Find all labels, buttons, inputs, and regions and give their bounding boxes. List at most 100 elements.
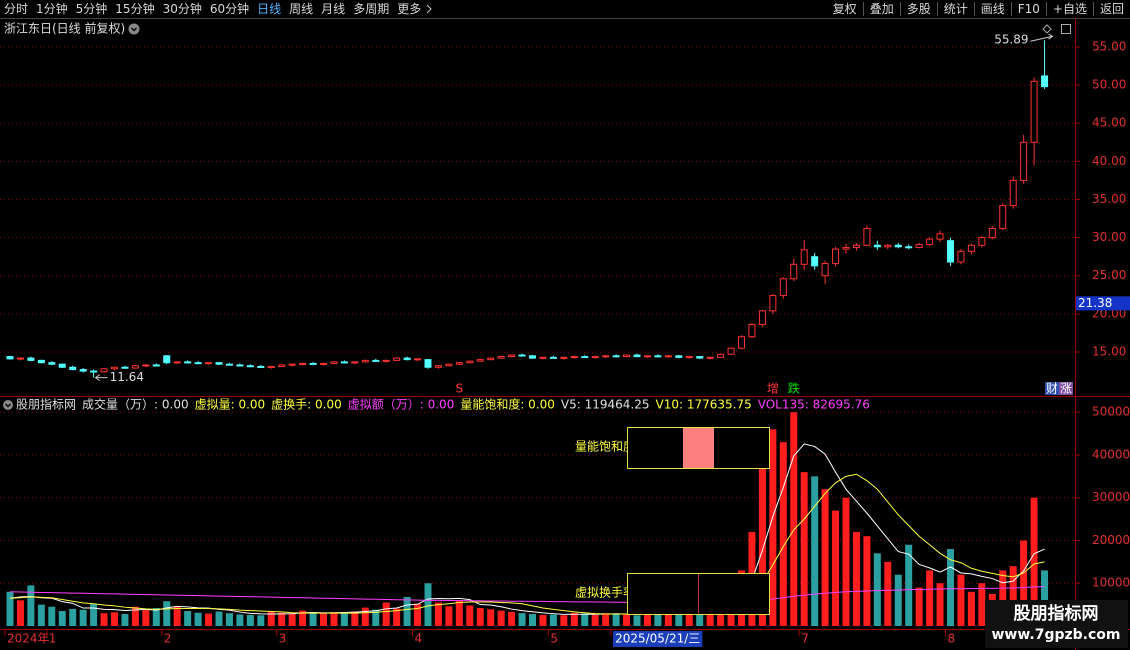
volume-bar xyxy=(999,570,1007,626)
candle-body xyxy=(466,360,474,364)
volume-bar xyxy=(424,583,432,626)
volume-bar xyxy=(236,614,244,626)
candle-body xyxy=(476,359,484,362)
volume-bar xyxy=(131,606,139,626)
period-tab[interactable]: 5分钟 xyxy=(75,2,108,16)
current-price-box xyxy=(1076,296,1130,311)
volume-bar xyxy=(267,611,275,626)
volume-bar xyxy=(382,602,390,626)
volume-bar xyxy=(947,549,954,626)
volume-bar xyxy=(90,603,98,626)
volume-bar xyxy=(320,613,327,626)
candle-body xyxy=(832,248,840,265)
candle-body xyxy=(581,356,589,359)
volume-bar xyxy=(476,608,484,626)
candle-body xyxy=(967,244,975,252)
volume-bar xyxy=(1041,570,1049,626)
volume-bar xyxy=(664,613,672,626)
volume-bar xyxy=(832,510,840,626)
candle-body xyxy=(257,365,265,368)
tool-button[interactable]: 复权 xyxy=(832,2,857,16)
indicator-title: 股朋指标网 xyxy=(16,397,76,412)
tool-button[interactable]: 画线 xyxy=(973,2,1011,16)
volume-bar xyxy=(905,544,913,626)
tool-button[interactable]: +自选 xyxy=(1045,2,1093,16)
period-tab[interactable]: 月线 xyxy=(321,2,346,16)
candle-body xyxy=(246,365,254,368)
period-tab[interactable]: 分时 xyxy=(4,2,29,16)
period-tab[interactable]: 15分钟 xyxy=(115,2,155,16)
watermark-url: www.7gpzb.com xyxy=(991,627,1120,643)
period-tab[interactable]: 日线 xyxy=(257,2,282,16)
candle-body xyxy=(696,356,704,359)
overlay-cell xyxy=(683,428,714,468)
badge: 涨 xyxy=(1060,381,1072,396)
candle-body xyxy=(570,356,578,359)
volume-bar xyxy=(393,608,401,626)
candle-body xyxy=(1030,80,1038,143)
current-price: 21.38 xyxy=(1078,296,1112,310)
y-tick-label: 15.00 xyxy=(1092,344,1126,358)
indicator-menu-icon[interactable] xyxy=(3,400,13,410)
tool-button[interactable]: F10 xyxy=(1010,2,1046,16)
title-menu-icon[interactable] xyxy=(128,23,140,35)
tool-button[interactable]: 叠加 xyxy=(862,2,900,16)
tool-button[interactable]: 统计 xyxy=(936,2,974,16)
volume-bar xyxy=(1030,497,1038,626)
candle-body xyxy=(320,362,327,365)
legend-entry: VOL135: 82695.76 xyxy=(758,398,870,412)
volume-bar xyxy=(508,611,516,626)
candle-body xyxy=(330,361,338,364)
volume-bar xyxy=(27,585,35,626)
candle-body xyxy=(758,310,766,326)
period-tab[interactable]: 多周期 xyxy=(353,2,390,16)
candle-body xyxy=(549,356,557,359)
volume-bar xyxy=(842,497,850,626)
candle-body xyxy=(894,244,902,248)
volume-bar xyxy=(602,613,610,626)
y-tick-label: 10000 xyxy=(1092,576,1130,590)
panel-icon[interactable] xyxy=(1061,24,1071,34)
y-tick-label: 50000 xyxy=(1092,405,1130,419)
candle-body xyxy=(905,246,913,249)
volume-bar xyxy=(278,612,286,626)
date-label: 1 xyxy=(49,632,57,646)
volume-bar xyxy=(299,610,307,626)
period-tab[interactable]: 周线 xyxy=(289,2,314,16)
tool-button[interactable]: 返回 xyxy=(1092,2,1130,16)
candle-body xyxy=(236,364,244,367)
candle-body xyxy=(382,359,390,362)
candle-body xyxy=(738,336,745,349)
period-tab[interactable]: 30分钟 xyxy=(162,2,202,16)
candle-body xyxy=(852,244,860,249)
volume-bar xyxy=(894,574,902,626)
badge-bg xyxy=(1059,382,1073,395)
candle-body xyxy=(455,362,463,365)
volume-bar xyxy=(518,613,526,626)
y-tick-label: 25.00 xyxy=(1092,268,1126,282)
volume-bar xyxy=(69,608,77,626)
volume-bar xyxy=(6,591,14,626)
volume-bar xyxy=(445,606,453,626)
y-tick-label: 20000 xyxy=(1092,533,1130,547)
period-tab[interactable]: 60分钟 xyxy=(209,2,250,16)
period-tab[interactable]: 1分钟 xyxy=(36,2,68,16)
period-tab[interactable]: 更多 xyxy=(397,2,422,16)
toolbar: 分时 1分钟 5分钟 15分钟 30分钟 60分钟 日线 周线 月线 多周期 更多 复权 叠加 多股 统计… xyxy=(0,0,1130,18)
candle-body xyxy=(748,324,756,338)
candle-body xyxy=(811,256,819,267)
date-label: 2024年 xyxy=(7,632,50,646)
candle-body xyxy=(926,238,934,245)
candle-body xyxy=(278,364,286,367)
candle-body xyxy=(643,355,651,358)
indicator-line xyxy=(9,586,1045,604)
candle-body xyxy=(915,243,923,249)
volume-bar xyxy=(121,614,129,626)
candle-body xyxy=(37,359,45,364)
volume-bar xyxy=(779,442,787,626)
diamond-icon[interactable] xyxy=(1042,24,1052,34)
candle-body xyxy=(539,356,547,359)
volume-bar xyxy=(852,531,860,626)
tool-button[interactable]: 多股 xyxy=(899,2,937,16)
volume-bar xyxy=(309,613,317,626)
